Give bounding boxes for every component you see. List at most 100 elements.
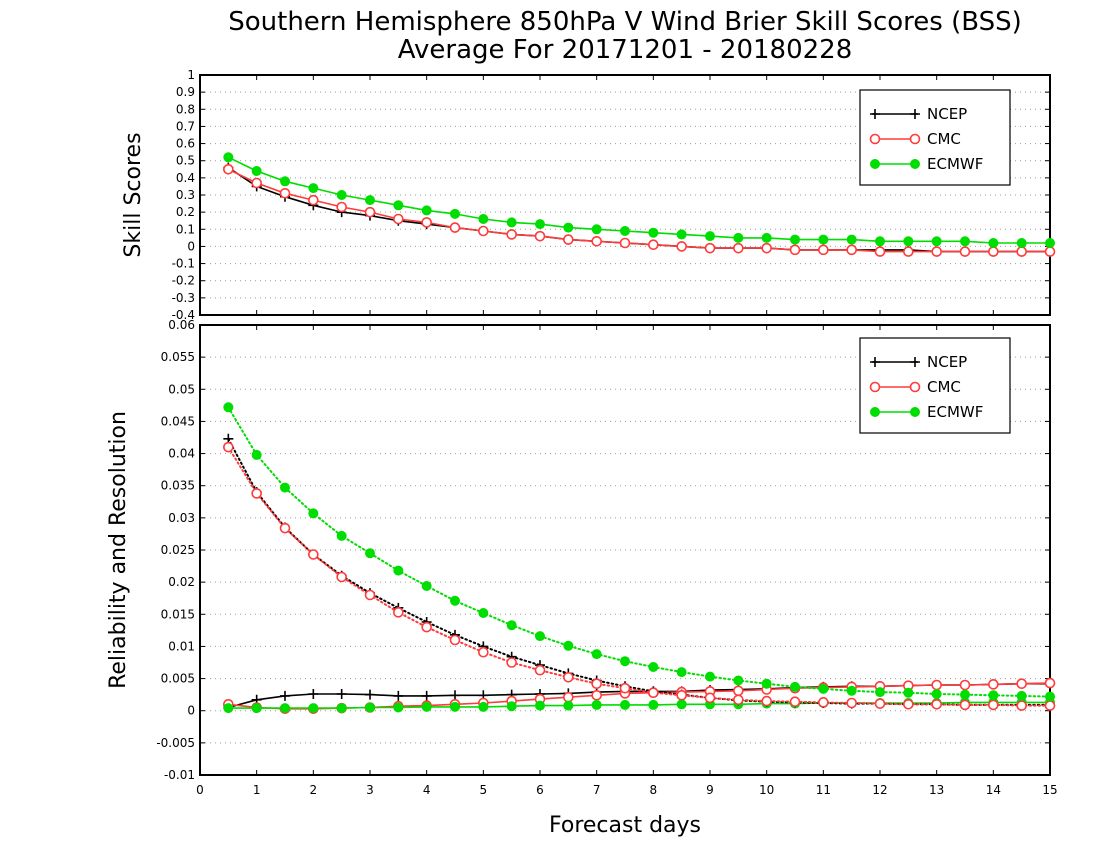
chart-title-line-1: Southern Hemisphere 850hPa V Wind Brier … [228,7,1022,37]
top-cmc-point [1016,246,1027,257]
bottom-series-ncep-dotted [223,433,1055,710]
top-legend-marker-ecmwf [870,159,880,169]
bottom-cmc-dotted-point [506,657,517,668]
bottom-ecmwf-point [421,701,432,712]
bottom-x-tick-label: 7 [593,783,601,797]
bottom-cmc-point [563,691,574,703]
bottom-x-tick-label: 5 [480,783,488,797]
bottom-ecmwf-point [535,700,545,711]
bottom-ecmwf-point [393,702,404,713]
bottom-ecmwf-point [478,701,489,712]
bottom-ecmwf-dotted-point [506,620,517,631]
top-y-tick-label: 0.2 [176,205,195,219]
bottom-x-tick-label: 12 [872,783,887,797]
top-plot-frame [199,74,1051,316]
top-cmc-point [846,244,857,256]
bottom-cmc-dotted-line [227,446,1051,707]
top-ecmwf-point [1016,238,1027,248]
top-series-ecmwf [223,152,1055,248]
bottom-cmc-dotted-point [364,589,376,601]
bottom-panel: -0.01 -0.005 0 0.005 0.01 0.015 0.02 0.025 0.03 0… [106,318,1058,797]
bottom-cmc-dotted-point [733,694,744,706]
bottom-cmc-dotted-point [1044,700,1056,711]
bottom-legend-marker-ecmwf [910,407,920,417]
top-cmc-point [988,246,999,257]
top-legend-marker-ncep [870,109,880,119]
bottom-ecmwf-dotted-point [846,685,857,696]
bottom-cmc-dotted-point [959,699,971,711]
bottom-cmc-dotted-point [903,698,914,710]
top-cmc-point [364,206,376,218]
bottom-legend-marker-cmc [869,381,881,393]
top-cmc-point [449,222,461,233]
bottom-ecmwf-dotted-point [280,482,290,493]
bottom-ecmwf-dotted-point [648,662,659,672]
top-cmc-point [308,194,319,206]
top-cmc-point [251,177,262,189]
bottom-legend-marker-ecmwf [870,407,880,417]
top-cmc-point [619,237,631,249]
bottom-ecmwf-dotted-point [903,687,914,698]
bottom-y-tick-label: 0.055 [161,350,195,364]
bottom-cmc-point [931,679,942,691]
bottom-ecmwf-point [620,699,630,710]
top-ecmwf-point [733,232,744,243]
bottom-cmc-point [1016,678,1027,690]
bottom-ecmwf-dotted-point [336,530,347,541]
top-ecmwf-point [393,200,404,211]
top-cmc-point [393,213,404,225]
bottom-ncep-point [365,689,375,700]
top-y-tick-label: 0 [187,239,195,253]
top-y-tick-label: 0.4 [176,171,195,185]
bottom-x-tick-label: 6 [536,783,544,797]
top-ecmwf-point [960,236,970,247]
bottom-ecmwf-dotted-point [223,402,234,413]
top-cmc-point [903,246,914,257]
top-cmc-point [676,241,687,252]
bottom-series-cmc-dotted [223,441,1056,711]
top-y-tick-label: 0.6 [176,137,195,151]
bottom-x-tick-label: 11 [816,783,831,797]
top-legend-marker-ecmwf [910,159,920,169]
top-cmc-point [733,242,744,254]
bottom-ecmwf-dotted-point [450,595,460,606]
bottom-y-tick-label: 0.02 [168,575,195,589]
top-legend: NCEP CMC ECMWF [859,89,1011,186]
bottom-ecmwf-point [251,703,262,714]
bottom-legend-marker-cmc [909,381,921,393]
top-ecmwf-point [450,208,460,219]
bottom-cmc-dotted-point [336,571,347,583]
top-cmc-point [591,235,602,247]
bottom-x-tick-label: 15 [1042,783,1057,797]
bottom-y-tick-label: 0.015 [161,607,195,621]
bottom-y-tick-label: 0.045 [161,414,195,428]
bottom-ecmwf-point [676,699,687,710]
bottom-ecmwf-dotted-point [563,640,574,651]
bottom-cmc-dotted-point [1016,700,1027,711]
top-cmc-point [223,163,234,175]
bottom-ecmwf-dotted-line [227,406,1051,698]
bottom-cmc-dotted-point [393,607,404,618]
top-ecmwf-point [818,234,829,245]
bottom-y-tick-label: 0.06 [168,318,195,332]
bottom-cmc-point [959,679,971,691]
bottom-x-tick-label: 3 [366,783,374,797]
bottom-legend: NCEP CMC ECMWF [859,337,1011,434]
bottom-ecmwf-dotted-point [421,581,432,591]
bottom-y-tick-label: 0 [187,704,195,718]
bottom-legend-label-ecmwf: ECMWF [927,403,983,421]
top-legend-marker-cmc [909,133,921,145]
bottom-ecmwf-dotted-point [875,687,885,698]
bottom-cmc-dotted-point [223,441,234,453]
bottom-cmc-dotted-point [591,678,602,690]
bottom-y-tick-label: 0.005 [161,672,195,686]
bottom-ncep-point [421,690,432,701]
bottom-y-tick-label: 0.05 [168,382,195,396]
top-y-axis-label: Skill Scores [121,132,146,257]
bottom-ecmwf-dotted-point [365,548,375,559]
bottom-legend-label-cmc: CMC [927,378,961,396]
bottom-legend-box [859,337,1011,434]
bottom-ncep-point [393,690,404,701]
top-cmc-point [789,244,801,256]
top-ecmwf-point [336,190,347,200]
